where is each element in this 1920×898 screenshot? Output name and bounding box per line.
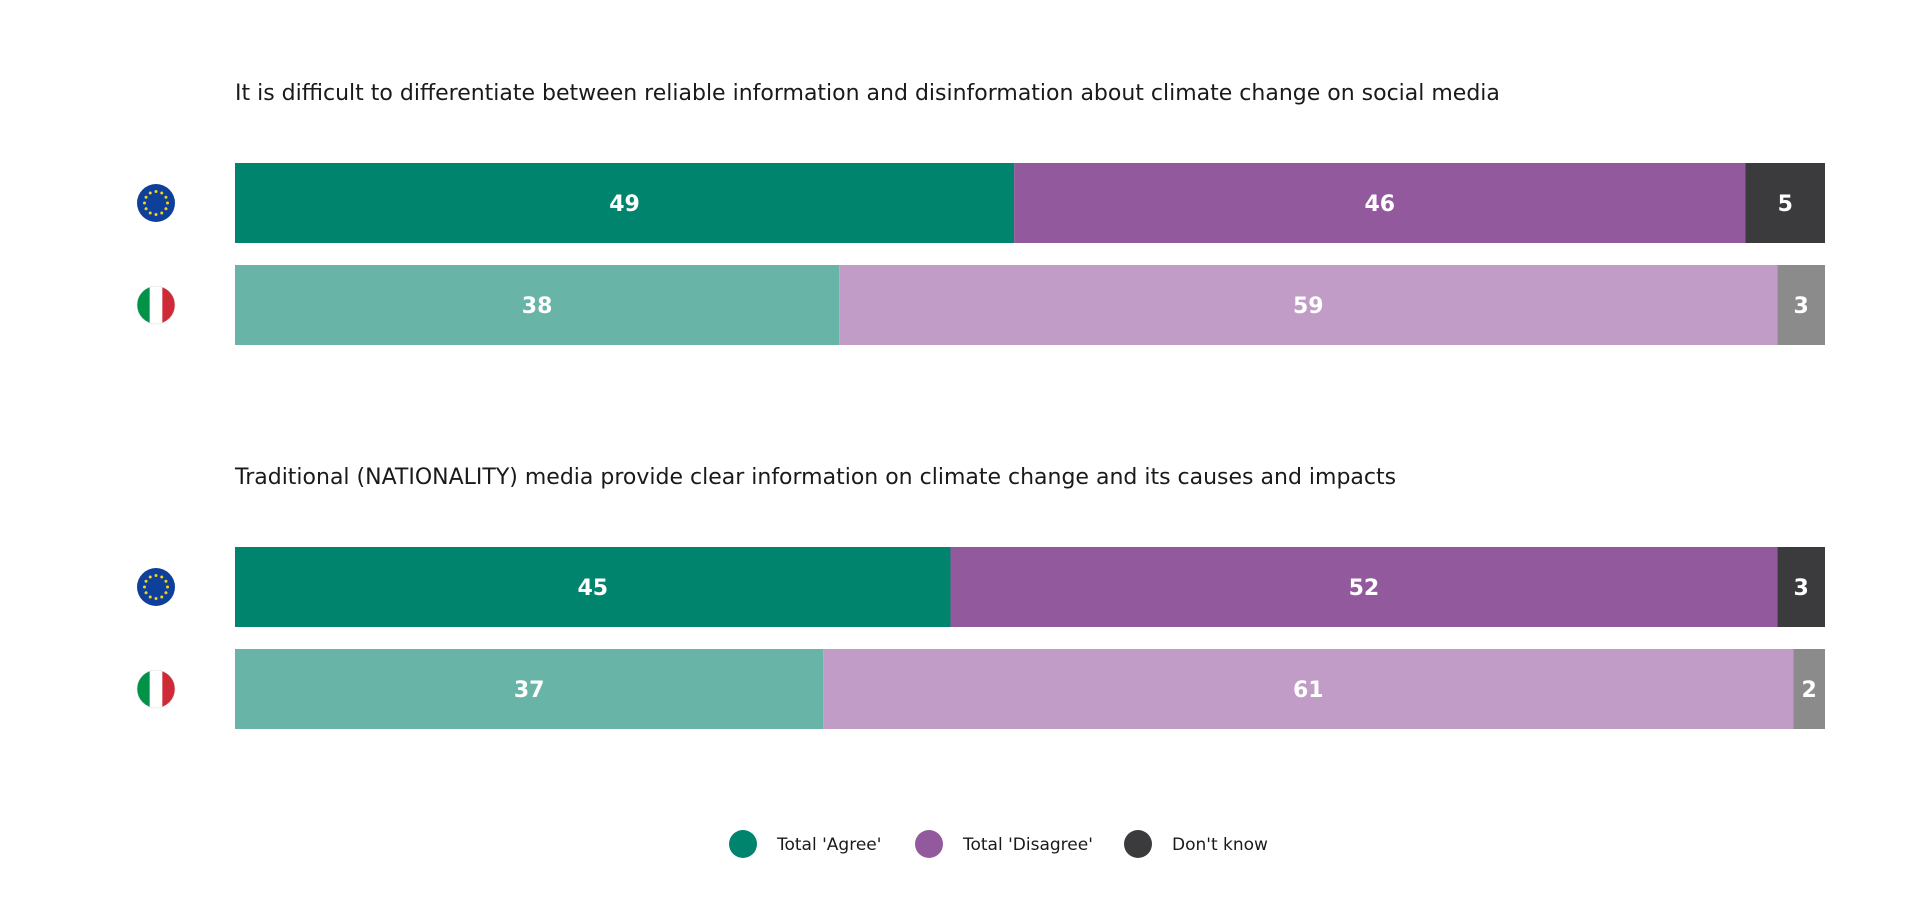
bar-value-label: 2	[1801, 678, 1816, 703]
bar-segment-disagree	[839, 265, 1778, 345]
bar-value-label: 37	[514, 678, 545, 703]
italy-flag-icon	[136, 285, 176, 325]
legend-swatch-agree	[729, 830, 757, 858]
bar-value-label: 45	[577, 576, 608, 601]
eu-flag-icon	[137, 568, 175, 606]
bar-value-label: 46	[1364, 192, 1395, 217]
bar-segment-disagree	[823, 649, 1794, 729]
bar-segment-agree	[235, 547, 951, 627]
legend-label-dont-know: Don't know	[1172, 835, 1268, 855]
eu-flag-icon	[137, 184, 175, 222]
bar-segment-agree	[235, 265, 840, 345]
question-title: Traditional (NATIONALITY) media provide …	[234, 465, 1396, 490]
bar-value-label: 52	[1349, 576, 1380, 601]
legend-label-agree: Total 'Agree'	[776, 835, 881, 855]
bar-segment-dont-know	[1777, 547, 1825, 627]
bar-value-label: 59	[1293, 294, 1324, 319]
bar-value-label: 49	[609, 192, 640, 217]
bar-segment-agree	[235, 163, 1015, 243]
bar-value-label: 61	[1293, 678, 1324, 703]
bar-segment-agree	[235, 649, 824, 729]
italy-flag-icon	[136, 669, 176, 709]
bar-value-label: 3	[1793, 576, 1808, 601]
bar-segment-dont-know	[1793, 649, 1825, 729]
question-title: It is difficult to differentiate between…	[235, 81, 1500, 106]
bar-segment-disagree	[950, 547, 1778, 627]
bar-segment-dont-know	[1745, 163, 1825, 243]
bar-segment-dont-know	[1777, 265, 1825, 345]
legend-swatch-disagree	[915, 830, 943, 858]
legend-swatch-dont-know	[1124, 830, 1152, 858]
bar-value-label: 5	[1778, 192, 1793, 217]
legend-label-disagree: Total 'Disagree'	[962, 835, 1093, 855]
bar-segment-disagree	[1014, 163, 1746, 243]
bar-value-label: 3	[1793, 294, 1808, 319]
legend: Total 'Agree' Total 'Disagree' Don't know	[729, 830, 1268, 858]
bar-value-label: 38	[522, 294, 553, 319]
